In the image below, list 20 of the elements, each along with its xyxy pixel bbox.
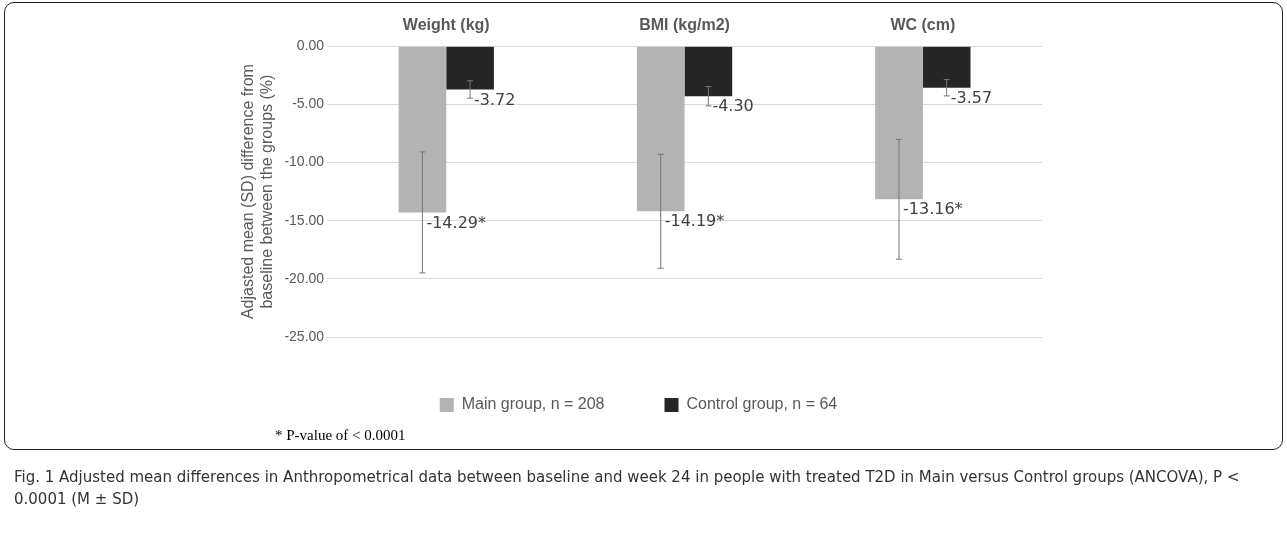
data-label: -3.72 — [474, 89, 516, 109]
y-tick-label: -10.00 — [284, 153, 325, 170]
x-tick-label: WC (cm) — [890, 16, 956, 34]
data-label: -14.29* — [426, 212, 486, 232]
legend-label: Control group, n = 64 — [686, 395, 838, 413]
y-tick-label: 0.00 — [296, 37, 325, 54]
y-tick-label: -25.00 — [284, 327, 325, 344]
y-tick-label: -20.00 — [284, 269, 325, 286]
text: * P-value of < 0.0001 — [275, 427, 406, 444]
x-tick-label: Weight (kg) — [402, 16, 490, 34]
data-label: -3.57 — [950, 87, 993, 107]
caption: Fig. 1 Adjusted mean differences in Anthropometrical data between baseline and week 24 in people with treated T2D in Main versus Control groups (ANCOVA), P < 0.0001 (M ± SD) — [14, 467, 1241, 510]
legend-label: Main group, n = 208 — [461, 395, 605, 413]
y-tick-label: -15.00 — [284, 211, 325, 228]
y-tick-label: -5.00 — [292, 95, 325, 112]
data-label: -14.19* — [664, 211, 725, 231]
x-tick-label: BMI (kg/m2) — [639, 16, 730, 34]
data-label: -4.30 — [712, 96, 754, 116]
y-axis-title: Adjasted mean (SD) difference from baseline between the groups (%) — [239, 64, 276, 320]
data-label: -13.16* — [903, 199, 963, 219]
